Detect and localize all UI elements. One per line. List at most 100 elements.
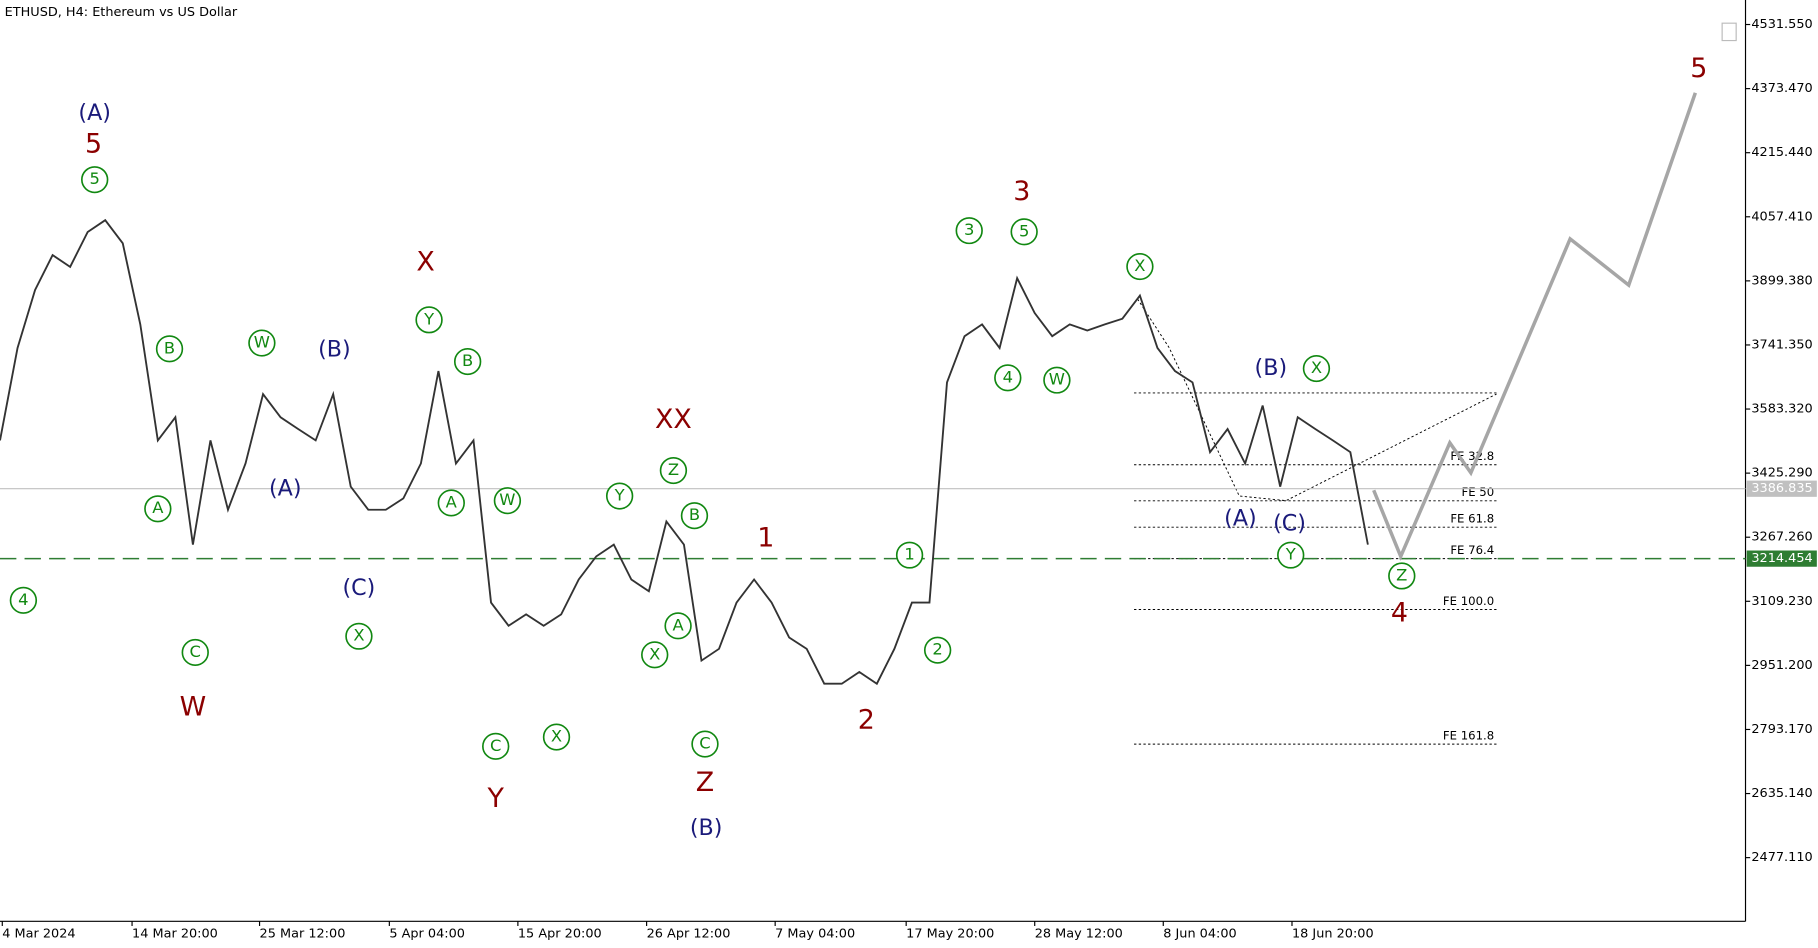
- wave-circle: [542, 723, 571, 751]
- wave-label: 4: [1003, 367, 1013, 386]
- wave-label: 2: [858, 704, 875, 735]
- wave-circle: [453, 348, 482, 376]
- wave-label: Y: [486, 783, 504, 814]
- wave-circle: [895, 541, 924, 569]
- wave-circle: [144, 495, 172, 523]
- y-tick-label: 3267.260: [1751, 530, 1812, 545]
- wave-label: W: [180, 692, 207, 723]
- wave-label: 1: [757, 522, 774, 553]
- wave-circle: [81, 166, 109, 194]
- wave-label: 2: [932, 640, 942, 659]
- level-label: 3214.454: [1751, 551, 1812, 566]
- wave-label: 5: [1690, 53, 1707, 84]
- fib-label: FE 161.8: [1443, 729, 1494, 743]
- wave-circle: [641, 641, 669, 669]
- wave-label: Z: [1396, 566, 1407, 585]
- wave-circle: [1043, 366, 1071, 394]
- x-tick-label: 4 Mar 2024: [2, 927, 75, 942]
- wave-circle: [1388, 562, 1416, 590]
- wave-label: 4: [1391, 598, 1408, 629]
- wave-label: 4: [18, 590, 28, 609]
- wave-circle: [493, 487, 522, 515]
- wave-circle: [664, 612, 692, 640]
- wave-label: Y: [423, 309, 434, 328]
- y-tick-label: 3425.290: [1751, 466, 1812, 481]
- wave-label: Z: [696, 767, 714, 798]
- wave-label: C: [190, 642, 201, 661]
- y-tick-label: 2793.170: [1751, 722, 1812, 737]
- wave-circle: [1302, 354, 1331, 383]
- x-tick-label: 5 Apr 04:00: [389, 927, 465, 942]
- wave-circle: [155, 335, 184, 363]
- x-tick-label: 18 Jun 20:00: [1292, 927, 1374, 942]
- wave-circle: [691, 730, 719, 758]
- level-tag: [1746, 550, 1817, 567]
- fib-label: FE 100.0: [1443, 594, 1494, 608]
- wave-circle: [415, 306, 443, 334]
- wave-label: 3: [964, 220, 974, 239]
- x-tick-label: 28 May 12:00: [1035, 927, 1123, 942]
- y-tick-label: 3583.320: [1751, 402, 1812, 417]
- wave-circle: [994, 364, 1022, 392]
- x-tick-label: 14 Mar 20:00: [132, 927, 218, 942]
- y-tick-label: 4531.550: [1751, 17, 1812, 32]
- wave-label: (C): [343, 575, 376, 601]
- x-tick-label: 7 May 04:00: [775, 927, 855, 942]
- wave-label: W: [1049, 370, 1065, 389]
- tool-icon[interactable]: [1721, 22, 1737, 42]
- wave-label: (C): [1273, 510, 1306, 536]
- wave-label: A: [673, 615, 684, 634]
- wave-label: X: [353, 626, 364, 645]
- wave-label: X: [416, 247, 434, 278]
- wave-label: C: [699, 734, 710, 753]
- chart-title: ETHUSD, H4: Ethereum vs US Dollar: [5, 5, 238, 20]
- x-tick-label: 17 May 20:00: [906, 927, 994, 942]
- wave-label: B: [689, 505, 700, 524]
- wave-label: 5: [1019, 221, 1029, 240]
- wave-label: C: [490, 736, 501, 755]
- y-tick-label: 3109.230: [1751, 594, 1812, 609]
- forecast-line: [1372, 92, 1698, 561]
- wave-circle: [181, 638, 209, 667]
- wave-label: A: [446, 493, 457, 512]
- wave-circle: [1126, 252, 1154, 281]
- wave-label: Y: [1285, 545, 1296, 564]
- wave-label: 5: [89, 169, 99, 188]
- wave-circle: [1277, 541, 1305, 569]
- wave-label: W: [499, 490, 515, 509]
- y-tick-label: 3899.380: [1751, 273, 1812, 288]
- current-price-tag: [1746, 480, 1817, 497]
- wave-label: 5: [85, 128, 102, 159]
- x-tick-label: 26 Apr 12:00: [647, 927, 731, 942]
- wave-circle: [605, 482, 634, 510]
- wave-label: B: [164, 338, 175, 357]
- wave-circle: [437, 489, 465, 517]
- y-tick-label: 4057.410: [1751, 209, 1812, 224]
- y-tick-label: 3741.350: [1751, 337, 1812, 352]
- wave-label: XX: [655, 404, 692, 435]
- wave-label: W: [254, 333, 270, 352]
- wave-label: X: [649, 644, 660, 663]
- y-tick-label: 2951.200: [1751, 658, 1812, 673]
- wave-circle: [482, 732, 510, 760]
- wave-label: X: [1311, 358, 1322, 377]
- x-tick-label: 8 Jun 04:00: [1163, 927, 1236, 942]
- y-tick-label: 4215.440: [1751, 145, 1812, 160]
- x-tick-label: 15 Apr 20:00: [518, 927, 602, 942]
- wave-label: 3: [1013, 176, 1030, 207]
- fib-label: FE 50: [1461, 485, 1494, 499]
- wave-circle: [9, 586, 38, 614]
- wave-label: Y: [614, 486, 625, 505]
- y-tick-label: 2477.110: [1751, 850, 1812, 865]
- fib-label: FE 61.8: [1450, 512, 1494, 526]
- wave-label: (A): [78, 100, 111, 126]
- wave-circle: [345, 622, 373, 650]
- wave-circle: [1010, 218, 1038, 246]
- wave-circle: [923, 636, 952, 664]
- wave-label: X: [1134, 256, 1145, 275]
- wave-circle: [680, 502, 709, 530]
- wave-circle: [955, 217, 983, 245]
- wave-label: (B): [318, 337, 351, 363]
- wave-label: B: [462, 351, 473, 370]
